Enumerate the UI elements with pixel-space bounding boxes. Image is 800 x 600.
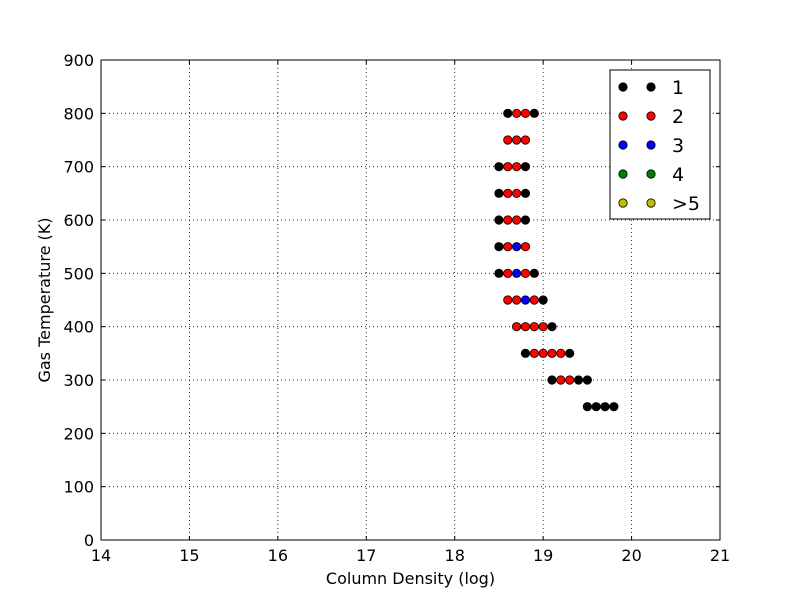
- data-point: [547, 322, 557, 332]
- data-point: [494, 188, 504, 198]
- data-point: [503, 188, 513, 198]
- data-point: [503, 162, 513, 172]
- legend-marker: [646, 140, 656, 150]
- x-tick-label: 19: [533, 546, 553, 565]
- data-point: [503, 135, 513, 145]
- x-axis-label: Column Density (log): [326, 569, 495, 588]
- data-point: [565, 348, 575, 358]
- y-tick-label: 900: [63, 51, 94, 70]
- data-point: [547, 375, 557, 385]
- data-point: [512, 295, 522, 305]
- data-point: [512, 162, 522, 172]
- x-tick-label: 16: [268, 546, 288, 565]
- plot-frame: [100, 59, 721, 541]
- x-tick-label: 17: [356, 546, 376, 565]
- data-point: [503, 268, 513, 278]
- data-point: [503, 215, 513, 225]
- data-point: [591, 402, 601, 412]
- y-tick-label: 800: [63, 104, 94, 123]
- data-point: [529, 322, 539, 332]
- data-point: [512, 135, 522, 145]
- y-tick-label: 400: [63, 318, 94, 337]
- data-point: [520, 268, 531, 278]
- data-point: [520, 215, 531, 225]
- data-point: [565, 375, 575, 385]
- legend-label: 2: [672, 106, 684, 128]
- x-tick-label: 20: [621, 546, 641, 565]
- data-point: [529, 348, 539, 358]
- data-point: [556, 348, 566, 358]
- legend-marker: [618, 169, 628, 179]
- legend-marker: [618, 82, 628, 92]
- data-point: [529, 108, 539, 118]
- data-point: [520, 108, 531, 118]
- data-point: [520, 188, 531, 198]
- legend-marker: [646, 169, 656, 179]
- y-tick-label: 0: [84, 531, 94, 550]
- data-point: [503, 242, 513, 252]
- legend-marker: [618, 111, 628, 121]
- data-point: [520, 242, 531, 252]
- x-tick-label: 21: [710, 546, 730, 565]
- data-point: [520, 162, 531, 172]
- legend-marker: [646, 82, 656, 92]
- y-tick-label: 100: [63, 478, 94, 497]
- legend-marker: [618, 140, 628, 150]
- legend-label: >5: [672, 193, 700, 215]
- legend: 1 2 3 4 >5: [609, 69, 711, 220]
- data-point: [494, 268, 504, 278]
- data-point: [520, 135, 531, 145]
- axis-ticks: 14 15 16 17 18 19 20 21010020030040050060070080…: [63, 51, 730, 565]
- data-point: [600, 402, 610, 412]
- y-tick-label: 700: [63, 158, 94, 177]
- data-point: [529, 268, 539, 278]
- legend-marker: [646, 111, 656, 121]
- legend-marker: [618, 198, 628, 208]
- y-axis-label: Gas Temperature (K): [35, 217, 54, 382]
- x-tick-label: 14: [91, 546, 111, 565]
- y-tick-label: 500: [63, 264, 94, 283]
- data-point: [512, 188, 522, 198]
- data-point: [529, 295, 539, 305]
- y-tick-label: 600: [63, 211, 94, 230]
- data-points: [494, 108, 619, 412]
- data-point: [547, 348, 557, 358]
- data-point: [609, 402, 619, 412]
- x-tick-label: 15: [179, 546, 199, 565]
- x-tick-label: 18: [445, 546, 465, 565]
- data-point: [520, 322, 531, 332]
- y-tick-label: 300: [63, 371, 94, 390]
- data-point: [520, 348, 531, 358]
- y-tick-label: 200: [63, 424, 94, 443]
- data-point: [503, 108, 513, 118]
- data-point: [538, 322, 548, 332]
- data-point: [494, 242, 504, 252]
- data-point: [520, 295, 531, 305]
- data-point: [494, 215, 504, 225]
- data-point: [538, 295, 548, 305]
- data-point: [512, 268, 522, 278]
- legend-label: 3: [672, 135, 684, 157]
- legend-label: 1: [672, 77, 684, 99]
- legend-marker: [646, 198, 656, 208]
- data-point: [582, 402, 592, 412]
- data-point: [582, 375, 592, 385]
- data-point: [512, 108, 522, 118]
- data-point: [494, 162, 504, 172]
- data-point: [556, 375, 566, 385]
- legend-label: 4: [672, 164, 684, 186]
- data-point: [573, 375, 584, 385]
- data-point: [503, 295, 513, 305]
- data-point: [512, 322, 522, 332]
- data-point: [512, 242, 522, 252]
- data-point: [512, 215, 522, 225]
- data-point: [538, 348, 548, 358]
